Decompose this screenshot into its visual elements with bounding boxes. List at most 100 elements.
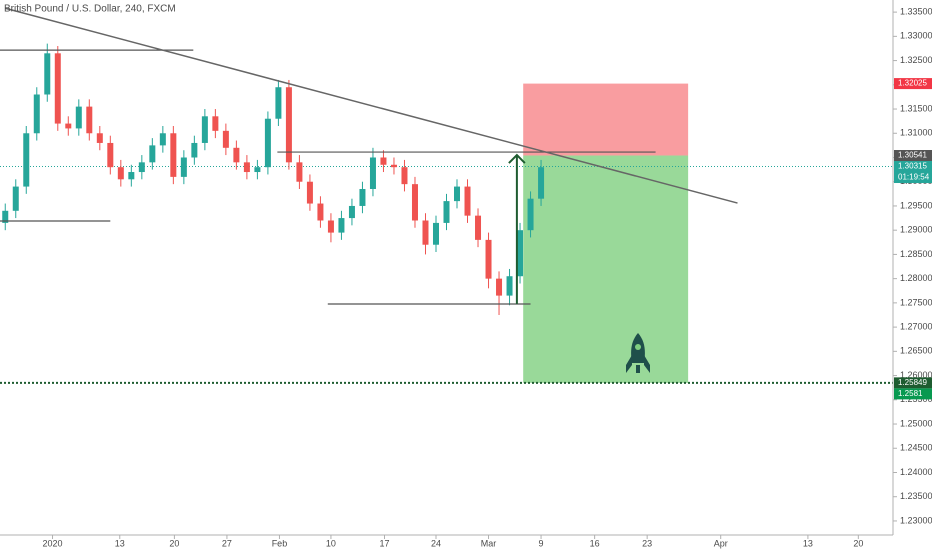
price-label: 1.25849 — [898, 378, 927, 387]
price-label-box — [894, 388, 932, 400]
y-tick-label: 1.27000 — [900, 321, 932, 331]
x-tick-label: 24 — [431, 538, 441, 548]
chart-title: British Pound / U.S. Dollar, 240, FXCM — [4, 4, 176, 15]
x-tick-label: 16 — [590, 538, 600, 548]
arrow-head — [508, 153, 526, 164]
candle-body — [517, 230, 524, 277]
x-tick-label: 20 — [853, 538, 863, 548]
candle-body — [475, 215, 482, 240]
price-label-box — [894, 78, 932, 90]
drawings-under — [0, 83, 893, 384]
x-tick-label: 13 — [803, 538, 813, 548]
candle-body — [359, 188, 366, 206]
x-tick-label: 9 — [539, 538, 544, 548]
price-label: 1.32025 — [898, 79, 927, 88]
candle-body — [296, 162, 303, 182]
candle-body — [306, 181, 313, 204]
countdown: 01:19:54 — [898, 173, 930, 182]
price-label-box — [894, 377, 932, 389]
candle-body — [44, 53, 51, 95]
x-tick-label: 13 — [115, 538, 125, 548]
x-tick-label: 10 — [326, 538, 336, 548]
candle-body — [191, 142, 198, 158]
candle-body — [264, 118, 271, 168]
y-tick-label: 1.33500 — [900, 6, 932, 16]
y-tick-label: 1.23500 — [900, 491, 932, 501]
y-tick-label: 1.27500 — [900, 297, 932, 307]
candle-body — [485, 239, 492, 279]
candle-body — [233, 147, 240, 163]
candle-body — [180, 157, 187, 177]
candle-body — [380, 157, 387, 165]
candle-body — [464, 186, 471, 216]
x-tick-label: Apr — [714, 538, 728, 548]
y-tick-label: 1.26000 — [900, 370, 932, 380]
candle-body — [401, 167, 408, 185]
candle-body — [159, 133, 166, 146]
candle-body — [138, 162, 145, 173]
candle-body — [317, 203, 324, 221]
price-label: 1.2581 — [898, 389, 923, 398]
candle-body — [454, 186, 461, 202]
candle-body — [201, 116, 208, 143]
stop-zone — [523, 83, 689, 156]
candle-body — [12, 186, 19, 211]
candle-body — [369, 157, 376, 189]
candle-body — [128, 172, 135, 180]
price-label: 1.30541 — [898, 151, 927, 160]
candle-body — [527, 198, 534, 231]
y-tick-label: 1.33000 — [900, 31, 932, 41]
y-tick-label: 1.25000 — [900, 418, 932, 428]
candle-body — [117, 167, 124, 180]
x-tick-label: 23 — [642, 538, 652, 548]
price-label: 1.30315 — [898, 162, 927, 171]
candle-body — [75, 106, 82, 129]
y-tick-label: 1.32500 — [900, 55, 932, 65]
y-tick-label: 1.29500 — [900, 200, 932, 210]
target-zone — [523, 155, 689, 383]
y-tick-label: 1.31500 — [900, 103, 932, 113]
candle-body — [275, 87, 282, 119]
x-tick-label: Feb — [272, 538, 288, 548]
candle-body — [212, 116, 219, 131]
axes: 1.230001.235001.240001.245001.250001.255… — [43, 6, 932, 548]
candle-body — [107, 142, 114, 168]
candle-body — [443, 201, 450, 223]
price-label-box — [894, 150, 932, 162]
candle-body — [422, 220, 429, 245]
candle-body — [222, 130, 229, 148]
candle-body — [506, 276, 513, 296]
rocket-icon — [626, 333, 650, 373]
x-tick-label: 2020 — [43, 538, 63, 548]
candles — [2, 43, 545, 315]
candle-body — [243, 162, 250, 173]
candle-body — [496, 278, 503, 296]
x-tick-label: 20 — [169, 538, 179, 548]
y-tick-label: 1.31000 — [900, 128, 932, 138]
candle-body — [327, 220, 334, 233]
y-tick-label: 1.26500 — [900, 346, 932, 356]
candle-body — [285, 87, 292, 163]
x-tick-label: 27 — [222, 538, 232, 548]
candle-body — [86, 106, 93, 134]
candle-body — [390, 164, 397, 168]
x-tick-label: 17 — [380, 538, 390, 548]
y-tick-label: 1.24500 — [900, 443, 932, 453]
countdown-box — [894, 172, 932, 184]
candle-body — [33, 94, 40, 134]
candle-body — [432, 222, 439, 245]
candle-body — [411, 184, 418, 221]
candle-body — [65, 123, 72, 129]
trendline — [5, 7, 738, 204]
candle-body — [149, 145, 156, 163]
y-tick-label: 1.28000 — [900, 273, 932, 283]
drawings-over — [0, 7, 738, 305]
x-tick-label: Mar — [481, 538, 497, 548]
price-label-box — [894, 161, 932, 173]
candle-body — [338, 218, 345, 233]
candle-body — [2, 210, 9, 223]
y-tick-label: 1.29000 — [900, 225, 932, 235]
